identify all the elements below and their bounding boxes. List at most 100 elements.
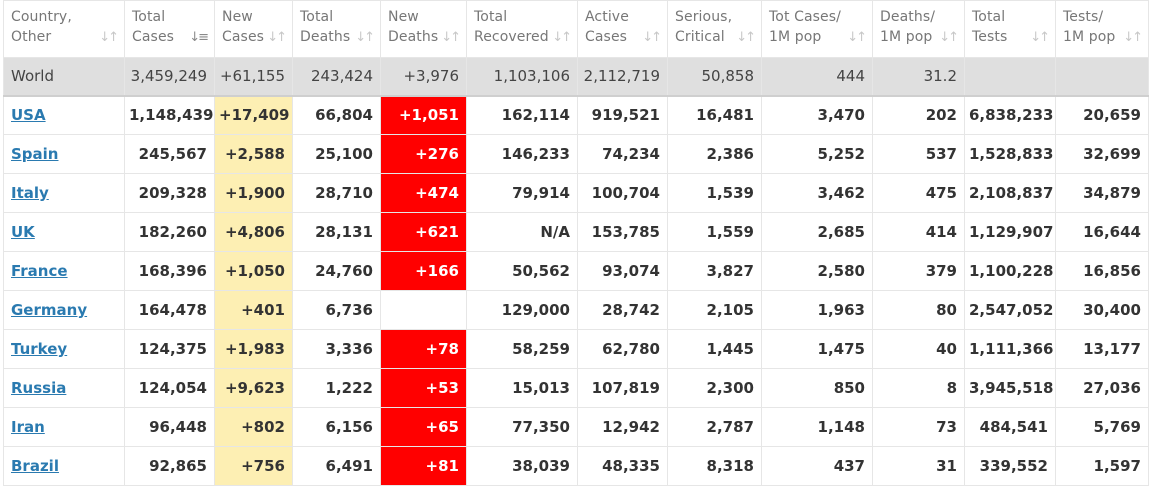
sort-arrows-icon[interactable]: ↓↑: [642, 30, 662, 45]
active-cases-cell: 93,074: [577, 251, 668, 291]
country-link[interactable]: Iran: [11, 418, 45, 436]
sort-descending-icon[interactable]: ↓≡: [189, 30, 209, 45]
world-cases-per-million: 444: [761, 57, 873, 97]
col-header-label-line1: Active: [585, 9, 629, 25]
sort-arrows-icon[interactable]: ↓↑: [1030, 30, 1050, 45]
sort-arrows-icon[interactable]: ↓↑: [99, 30, 119, 45]
total-recovered-cell: 50,562: [466, 251, 578, 291]
col-header-total-recovered[interactable]: Total Recovered ↓↑: [466, 0, 578, 58]
col-header-deaths-per-million[interactable]: Deaths/1M pop ↓↑: [872, 0, 965, 58]
col-header-new-cases[interactable]: New Cases ↓↑: [214, 0, 293, 58]
col-header-label-line2: Cases: [222, 29, 265, 45]
total-deaths-cell: 66,804: [292, 95, 381, 135]
country-link[interactable]: Turkey: [11, 340, 68, 358]
total-cases-cell: 92,865: [124, 446, 215, 486]
col-header-active-cases[interactable]: Active Cases ↓↑: [577, 0, 668, 58]
tests-per-million-cell: 32,699: [1055, 134, 1149, 174]
col-header-label-line1: Serious,: [675, 9, 733, 25]
col-header-label-line2: Recovered: [474, 29, 549, 45]
country-link[interactable]: Brazil: [11, 457, 59, 475]
total-tests-cell: 339,552: [964, 446, 1056, 486]
col-header-total-deaths[interactable]: Total Deaths ↓↑: [292, 0, 381, 58]
active-cases-cell: 62,780: [577, 329, 668, 369]
world-total-cases: 3,459,249: [124, 57, 215, 97]
col-header-new-deaths[interactable]: New Deaths ↓↑: [380, 0, 467, 58]
sort-arrows-icon[interactable]: ↓↑: [736, 30, 756, 45]
sort-arrows-icon[interactable]: ↓↑: [267, 30, 287, 45]
total-tests-cell: 1,100,228: [964, 251, 1056, 291]
cases-per-million-cell: 1,148: [761, 407, 873, 447]
total-deaths-cell: 6,736: [292, 290, 381, 330]
country-cell: Russia: [3, 368, 125, 408]
total-deaths-cell: 3,336: [292, 329, 381, 369]
new-deaths-cell: +78: [380, 329, 467, 369]
cases-per-million-cell: 850: [761, 368, 873, 408]
col-header-total-tests[interactable]: Total Tests ↓↑: [964, 0, 1056, 58]
country-cell: USA: [3, 95, 125, 135]
table-row: Germany 164,478 +401 6,736 129,000 28,742 2,10…: [3, 290, 1149, 330]
world-tests-per-million: [1055, 57, 1149, 97]
active-cases-cell: 100,704: [577, 173, 668, 213]
col-header-label-line2: Cases: [585, 29, 628, 45]
country-link[interactable]: Germany: [11, 301, 88, 319]
col-header-label-line1: Total: [300, 9, 334, 25]
deaths-per-million-cell: 537: [872, 134, 965, 174]
total-tests-cell: 1,111,366: [964, 329, 1056, 369]
col-header-label-line1: New: [222, 9, 253, 25]
country-link[interactable]: UK: [11, 223, 35, 241]
new-deaths-cell: [380, 290, 467, 330]
world-deaths-per-million: 31.2: [872, 57, 965, 97]
country-link[interactable]: Spain: [11, 145, 59, 163]
country-link[interactable]: USA: [11, 106, 46, 125]
table-row: Italy 209,328 +1,900 28,710 +474 79,914 100,70…: [3, 173, 1149, 213]
new-deaths-cell: +81: [380, 446, 467, 486]
total-tests-cell: 2,547,052: [964, 290, 1056, 330]
serious-critical-cell: 16,481: [667, 95, 762, 135]
col-header-cases-per-million[interactable]: Tot Cases/1M pop ↓↑: [761, 0, 873, 58]
table-row: Iran 96,448 +802 6,156 +65 77,350 12,942 2,787 1…: [3, 407, 1149, 447]
total-tests-cell: 6,838,233: [964, 95, 1056, 135]
country-cell: Germany: [3, 290, 125, 330]
col-header-serious-critical[interactable]: Serious, Critical ↓↑: [667, 0, 762, 58]
total-recovered-cell: 15,013: [466, 368, 578, 408]
total-cases-cell: 124,054: [124, 368, 215, 408]
world-total-recovered: 1,103,106: [466, 57, 578, 97]
total-cases-cell: 124,375: [124, 329, 215, 369]
sort-arrows-icon[interactable]: ↓↑: [847, 30, 867, 45]
country-link[interactable]: Russia: [11, 379, 67, 397]
sort-arrows-icon[interactable]: ↓↑: [939, 30, 959, 45]
serious-critical-cell: 8,318: [667, 446, 762, 486]
col-header-label-line1: Total: [132, 9, 166, 25]
total-recovered-cell: 79,914: [466, 173, 578, 213]
col-header-label-line2: Critical: [675, 29, 725, 45]
sort-arrows-icon[interactable]: ↓↑: [1123, 30, 1143, 45]
country-link[interactable]: France: [11, 262, 68, 280]
sort-arrows-icon[interactable]: ↓↑: [441, 30, 461, 45]
col-header-label-line2: Deaths: [300, 29, 351, 45]
tests-per-million-cell: 16,644: [1055, 212, 1149, 252]
total-recovered-cell: 129,000: [466, 290, 578, 330]
total-deaths-cell: 28,131: [292, 212, 381, 252]
country-cell: Turkey: [3, 329, 125, 369]
world-active-cases: 2,112,719: [577, 57, 668, 97]
col-header-total-cases[interactable]: Total Cases ↓≡: [124, 0, 215, 58]
table-row: USA 1,148,439 +17,409 66,804 +1,051 162,114 91…: [3, 95, 1149, 135]
serious-critical-cell: 1,539: [667, 173, 762, 213]
sort-arrows-icon[interactable]: ↓↑: [355, 30, 375, 45]
country-link[interactable]: Italy: [11, 184, 49, 202]
new-cases-cell: +401: [214, 290, 293, 330]
new-deaths-cell: +276: [380, 134, 467, 174]
tests-per-million-cell: 13,177: [1055, 329, 1149, 369]
deaths-per-million-cell: 40: [872, 329, 965, 369]
sort-arrows-icon[interactable]: ↓↑: [552, 30, 572, 45]
total-tests-cell: 484,541: [964, 407, 1056, 447]
world-total-row: World 3,459,249 +61,155 243,424 +3,976 1…: [3, 57, 1149, 97]
total-deaths-cell: 25,100: [292, 134, 381, 174]
serious-critical-cell: 2,105: [667, 290, 762, 330]
deaths-per-million-cell: 202: [872, 95, 965, 135]
total-recovered-cell: N/A: [466, 212, 578, 252]
total-cases-cell: 1,148,439: [124, 95, 215, 135]
col-header-tests-per-million[interactable]: Tests/1M pop ↓↑: [1055, 0, 1149, 58]
col-header-country[interactable]: Country, Other ↓↑: [3, 0, 125, 58]
world-label: World: [3, 57, 125, 97]
